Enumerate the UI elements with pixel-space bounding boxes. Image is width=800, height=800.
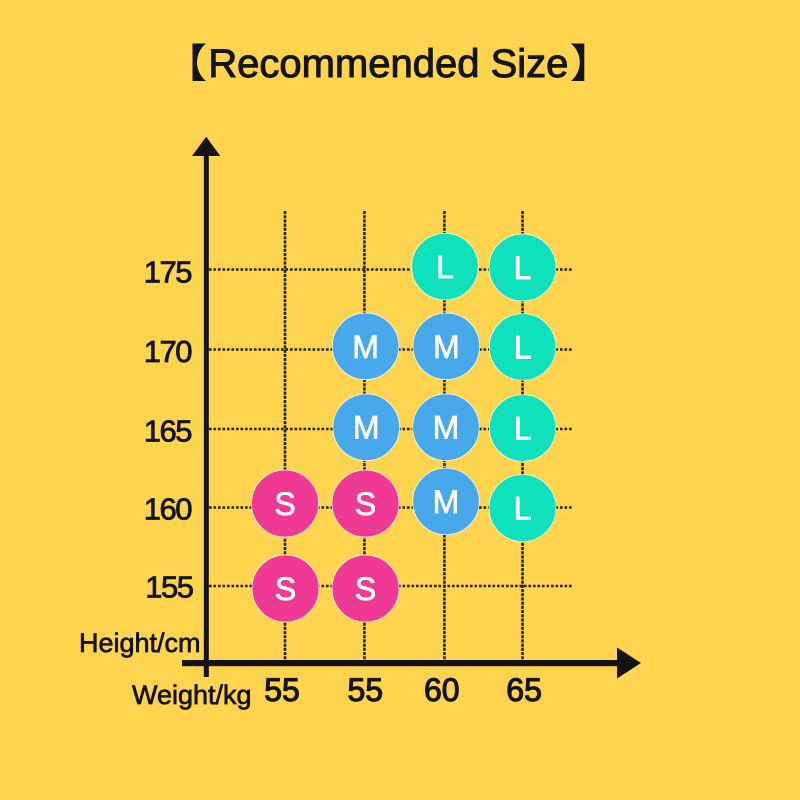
svg-text:L: L (436, 249, 454, 285)
svg-text:60: 60 (424, 672, 460, 708)
svg-text:Height/cm: Height/cm (79, 628, 201, 658)
svg-text:S: S (355, 571, 376, 607)
svg-text:160: 160 (144, 492, 192, 527)
svg-text:L: L (514, 250, 532, 286)
svg-text:M: M (433, 410, 460, 446)
svg-text:Weight/kg: Weight/kg (132, 680, 252, 710)
svg-text:L: L (514, 330, 532, 366)
svg-text:M: M (353, 410, 380, 446)
svg-text:L: L (514, 411, 532, 447)
svg-text:155: 155 (145, 570, 192, 605)
svg-text:55: 55 (348, 672, 384, 708)
svg-text:M: M (352, 329, 379, 365)
svg-text:M: M (433, 329, 460, 365)
svg-text:S: S (275, 571, 296, 607)
svg-text:S: S (355, 486, 376, 522)
svg-text:M: M (433, 484, 460, 520)
svg-text:L: L (514, 491, 532, 527)
svg-text:65: 65 (506, 672, 542, 708)
svg-text:170: 170 (144, 334, 192, 369)
svg-text:165: 165 (144, 414, 191, 449)
svg-text:55: 55 (264, 672, 300, 708)
svg-text:175: 175 (144, 255, 191, 290)
svg-text:S: S (274, 486, 295, 522)
svg-text:Recommended Size: Recommended Size (208, 42, 568, 86)
